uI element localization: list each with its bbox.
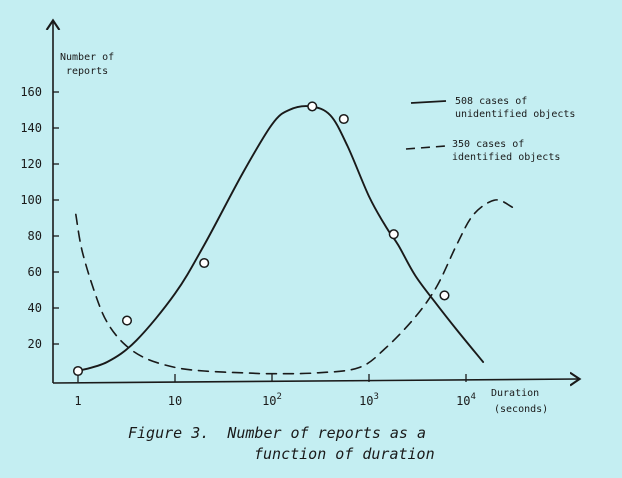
- legend-identified-line-2: identified objects: [452, 152, 560, 163]
- x-tick-label: 10: [168, 394, 182, 408]
- data-points: [72, 101, 450, 377]
- y-tick-label: 120: [20, 157, 42, 171]
- legend-entry-identified: 350 cases of identified objects: [405, 139, 560, 163]
- series-unidentified-line: [77, 105, 485, 372]
- y-axis-title-line-2: reports: [66, 66, 108, 77]
- legend-identified-line-1: 350 cases of: [452, 139, 524, 150]
- legend-solid-line: [410, 100, 447, 104]
- x-axis: [52, 379, 578, 383]
- x-tick-label: 102: [262, 392, 282, 408]
- figure-caption-line-1: Figure 3. Number of reports as a: [128, 424, 427, 442]
- legend-unidentified-line-2: unidentified objects: [455, 109, 575, 120]
- data-point: [199, 257, 210, 269]
- series-layer: [75, 105, 514, 375]
- data-point: [307, 101, 318, 112]
- data-point: [388, 229, 399, 240]
- series-identified-line: [75, 199, 514, 375]
- data-point: [338, 113, 349, 125]
- data-point: [72, 365, 84, 377]
- y-tick-label: 80: [28, 229, 42, 243]
- legend-dashed-line: [405, 145, 447, 150]
- y-ticks: 20 40 60 80 100 120 140 160: [20, 85, 59, 351]
- legend-entry-unidentified: 508 cases of unidentified objects: [410, 96, 575, 120]
- duration-chart: Number of reports Duration (seconds) 20 4…: [20, 0, 622, 415]
- x-tick-label: 103: [359, 392, 379, 408]
- legend-unidentified-line-1: 508 cases of: [455, 96, 527, 107]
- x-axis-title-line-1: Duration: [491, 388, 539, 399]
- y-tick-label: 40: [28, 301, 42, 315]
- x-tick-label: 104: [456, 392, 476, 408]
- y-tick-label: 100: [20, 193, 42, 207]
- y-tick-label: 140: [20, 121, 42, 135]
- y-tick-label: 160: [20, 85, 42, 99]
- data-point: [121, 315, 133, 326]
- x-tick-label: 1: [74, 394, 81, 408]
- y-axis-title-line-1: Number of: [60, 52, 114, 63]
- y-tick-label: 60: [28, 265, 42, 279]
- x-axis-title-line-2: (seconds): [494, 404, 548, 415]
- x-ticks: 1 10 102 103 104: [74, 374, 476, 408]
- data-point: [439, 290, 450, 301]
- y-tick-label: 20: [28, 337, 42, 351]
- figure-caption-line-2: function of duration: [254, 445, 435, 463]
- legend: 508 cases of unidentified objects 350 ca…: [405, 96, 575, 163]
